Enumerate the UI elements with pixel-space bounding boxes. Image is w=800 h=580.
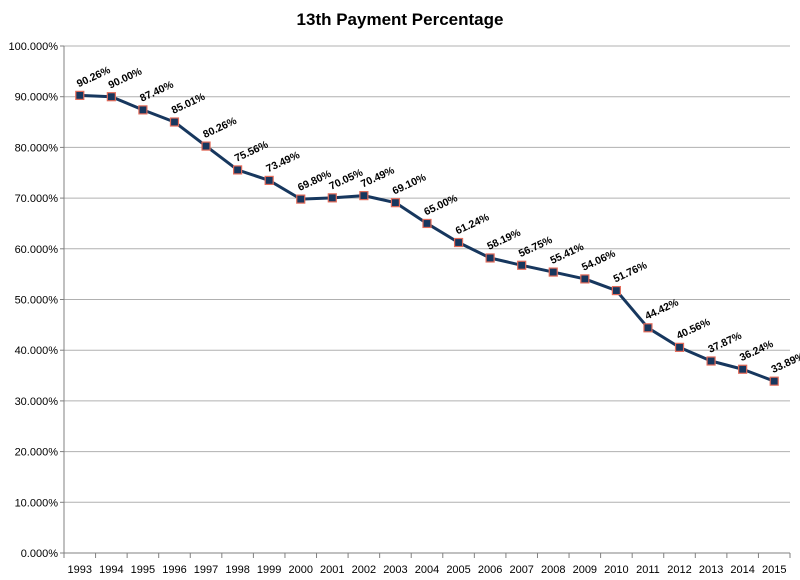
data-point [296, 194, 306, 204]
y-tick-label: 30.000% [15, 396, 59, 408]
data-label: 80.26% [201, 115, 239, 141]
data-point [643, 323, 653, 333]
data-point [138, 105, 148, 115]
x-tick-label: 1998 [225, 564, 249, 576]
data-point [548, 267, 558, 277]
data-point [422, 218, 432, 229]
x-tick-label: 2003 [383, 564, 407, 576]
data-point [453, 237, 464, 248]
data-label: 44.42% [643, 296, 681, 322]
x-tick-label: 2008 [541, 564, 565, 576]
x-tick-label: 1996 [162, 564, 186, 576]
data-point [75, 90, 85, 100]
data-point [580, 274, 590, 284]
data-point [611, 285, 621, 296]
data-point [738, 364, 748, 374]
x-tick-label: 2007 [509, 564, 533, 576]
axes [60, 45, 791, 558]
x-tick-label: 1993 [68, 564, 92, 576]
x-tick-label: 2004 [415, 564, 439, 576]
data-point [169, 117, 180, 127]
x-tick-label: 2014 [730, 564, 754, 576]
data-label: 90.26% [75, 64, 113, 90]
data-label: 85.01% [170, 91, 208, 117]
data-label: 73.49% [264, 149, 302, 175]
y-tick-label: 10.000% [15, 497, 59, 509]
data-point [359, 191, 369, 201]
data-point [233, 165, 243, 175]
y-tick-label: 70.000% [15, 193, 59, 205]
x-tick-label: 2013 [699, 564, 723, 576]
x-tick-label: 2011 [636, 564, 660, 576]
data-labels: 90.26%90.00%87.40%85.01%80.26%75.56%73.4… [75, 64, 800, 376]
y-tick-label: 80.000% [15, 142, 59, 154]
y-tick-label: 20.000% [15, 447, 59, 459]
data-label: 90.00% [107, 65, 145, 91]
x-tick-label: 1994 [99, 564, 123, 576]
data-markers [75, 90, 779, 386]
data-label: 75.56% [233, 138, 271, 164]
y-tick-label: 40.000% [15, 345, 59, 357]
data-label: 87.40% [138, 78, 176, 104]
data-point [106, 92, 116, 102]
y-tick-label: 0.000% [21, 548, 59, 560]
data-point [264, 175, 274, 186]
data-point [485, 253, 495, 263]
x-tick-label: 1995 [131, 564, 155, 576]
data-label: 65.00% [422, 192, 460, 218]
data-label: 33.89% [769, 350, 800, 376]
y-tick-label: 50.000% [15, 295, 59, 307]
series-line [79, 93, 775, 383]
y-tick-label: 100.000% [8, 41, 58, 53]
data-label: 51.76% [612, 259, 650, 285]
x-tick-label: 2000 [288, 564, 312, 576]
data-label: 54.06% [580, 247, 618, 273]
x-tick-label: 2001 [320, 564, 344, 576]
data-label: 40.56% [675, 316, 713, 342]
y-tick-label: 60.000% [15, 244, 59, 256]
x-tick-label: 2010 [604, 564, 628, 576]
y-axis-tick-labels: 0.000% 10.000% 20.000% 30.000% 40.000% 50.000… [8, 41, 58, 560]
x-tick-label: 2005 [446, 564, 470, 576]
series-line-path [79, 93, 775, 383]
data-point [517, 260, 527, 270]
data-point [201, 141, 211, 151]
chart-title: 13th Payment Percentage [297, 10, 504, 29]
data-label: 36.24% [738, 338, 776, 364]
x-tick-label: 2009 [573, 564, 597, 576]
data-point [327, 193, 337, 203]
x-tick-label: 2015 [762, 564, 786, 576]
data-point [769, 376, 779, 386]
data-point [706, 356, 716, 366]
gridlines [64, 45, 790, 503]
data-label: 61.24% [454, 211, 492, 237]
x-tick-label: 2006 [478, 564, 502, 576]
y-tick-label: 90.000% [15, 92, 59, 104]
x-tick-label: 1997 [194, 564, 218, 576]
x-tick-label: 2002 [352, 564, 376, 576]
x-tick-label: 2012 [667, 564, 691, 576]
data-point [674, 342, 685, 352]
x-axis-tick-labels: 1993 1994 1995 1996 1997 1998 1999 2000 2001 2002… [68, 564, 787, 576]
data-point [390, 198, 401, 208]
x-tick-label: 1999 [257, 564, 281, 576]
